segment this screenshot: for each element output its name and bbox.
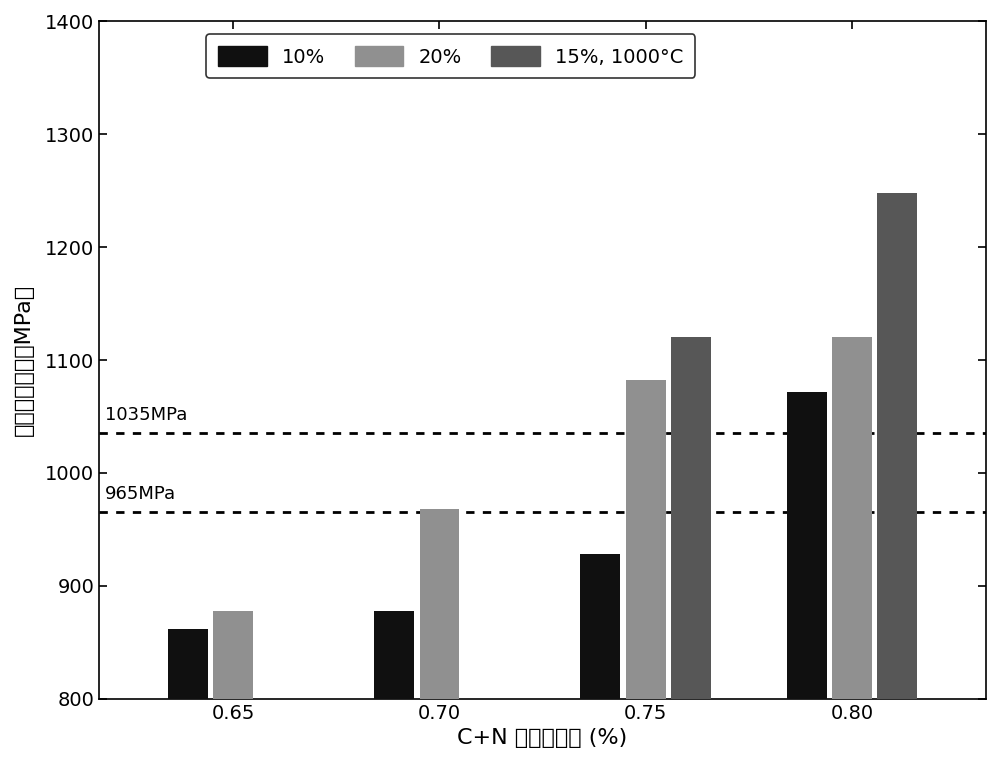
Bar [168,629,208,699]
Bar [374,610,414,699]
Y-axis label: 室温屈服强度（MPa）: 室温屈服强度（MPa） [14,284,34,436]
Bar [832,338,872,699]
Bar [580,554,620,699]
X-axis label: C+N 质量百分比 (%): C+N 质量百分比 (%) [457,728,628,748]
Bar [671,338,711,699]
Bar [626,380,666,699]
Bar [213,610,253,699]
Text: 965MPa: 965MPa [105,485,176,504]
Text: 1035MPa: 1035MPa [105,406,188,424]
Bar [877,193,917,699]
Legend: 10%, 20%, 15%, 1000°C: 10%, 20%, 15%, 1000°C [206,34,695,78]
Bar [787,392,827,699]
Bar [420,509,459,699]
